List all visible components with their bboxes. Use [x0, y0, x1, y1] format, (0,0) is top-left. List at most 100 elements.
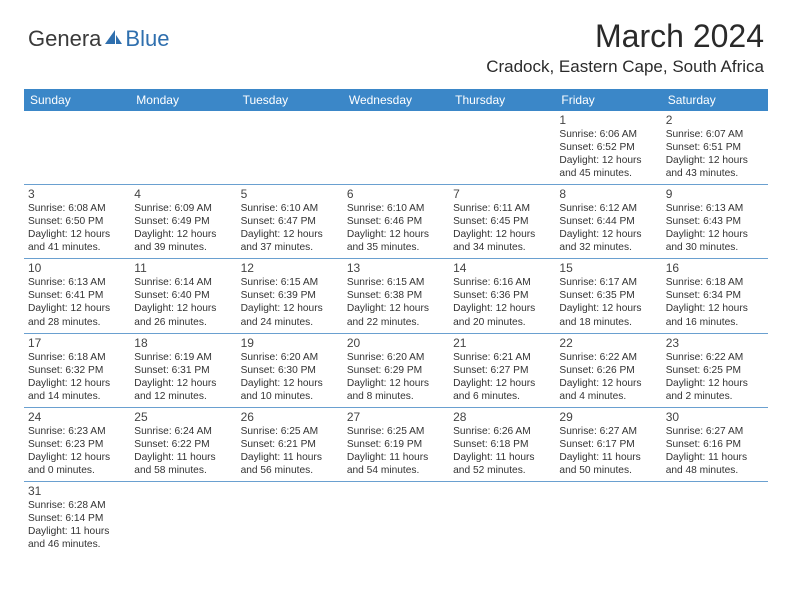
day-detail: Daylight: 12 hours — [134, 302, 232, 315]
day-detail: and 54 minutes. — [347, 464, 445, 477]
day-detail: Sunset: 6:21 PM — [241, 438, 339, 451]
title-block: March 2024 Cradock, Eastern Cape, South … — [486, 18, 764, 77]
day-detail: and 34 minutes. — [453, 241, 551, 254]
day-detail: Daylight: 12 hours — [559, 302, 657, 315]
day-number: 16 — [666, 261, 764, 275]
day-detail: Daylight: 12 hours — [666, 228, 764, 241]
day-detail: Sunset: 6:14 PM — [28, 512, 126, 525]
day-detail: Daylight: 11 hours — [241, 451, 339, 464]
day-detail: Sunset: 6:19 PM — [347, 438, 445, 451]
day-detail: Daylight: 11 hours — [134, 451, 232, 464]
day-detail: Daylight: 12 hours — [241, 302, 339, 315]
day-detail: and 6 minutes. — [453, 390, 551, 403]
day-number: 7 — [453, 187, 551, 201]
day-number: 8 — [559, 187, 657, 201]
day-detail: Sunset: 6:30 PM — [241, 364, 339, 377]
day-detail: Sunset: 6:36 PM — [453, 289, 551, 302]
day-detail: Daylight: 12 hours — [28, 377, 126, 390]
month-title: March 2024 — [486, 18, 764, 55]
day-header: Friday — [555, 89, 661, 111]
day-detail: Sunrise: 6:27 AM — [559, 425, 657, 438]
day-detail: Sunrise: 6:25 AM — [241, 425, 339, 438]
day-detail: Sunrise: 6:28 AM — [28, 499, 126, 512]
calendar-cell: 22Sunrise: 6:22 AMSunset: 6:26 PMDayligh… — [555, 333, 661, 407]
day-number: 14 — [453, 261, 551, 275]
day-number: 6 — [347, 187, 445, 201]
day-detail: Sunset: 6:26 PM — [559, 364, 657, 377]
day-detail: Sunset: 6:32 PM — [28, 364, 126, 377]
day-detail: Sunset: 6:34 PM — [666, 289, 764, 302]
day-detail: Sunrise: 6:23 AM — [28, 425, 126, 438]
calendar-cell: 23Sunrise: 6:22 AMSunset: 6:25 PMDayligh… — [662, 333, 768, 407]
calendar-cell: 4Sunrise: 6:09 AMSunset: 6:49 PMDaylight… — [130, 185, 236, 259]
calendar-cell: 11Sunrise: 6:14 AMSunset: 6:40 PMDayligh… — [130, 259, 236, 333]
day-detail: Sunrise: 6:22 AM — [559, 351, 657, 364]
day-detail: Sunrise: 6:17 AM — [559, 276, 657, 289]
day-header: Tuesday — [237, 89, 343, 111]
calendar-cell: 16Sunrise: 6:18 AMSunset: 6:34 PMDayligh… — [662, 259, 768, 333]
calendar-cell: 2Sunrise: 6:07 AMSunset: 6:51 PMDaylight… — [662, 111, 768, 185]
day-detail: and 37 minutes. — [241, 241, 339, 254]
calendar-cell — [555, 481, 661, 555]
calendar-cell: 25Sunrise: 6:24 AMSunset: 6:22 PMDayligh… — [130, 407, 236, 481]
day-detail: and 43 minutes. — [666, 167, 764, 180]
day-detail: Daylight: 12 hours — [347, 228, 445, 241]
calendar-cell — [130, 111, 236, 185]
day-detail: and 16 minutes. — [666, 316, 764, 329]
day-detail: and 35 minutes. — [347, 241, 445, 254]
day-detail: Daylight: 12 hours — [453, 228, 551, 241]
day-detail: Sunrise: 6:18 AM — [28, 351, 126, 364]
header: Genera Blue March 2024 Cradock, Eastern … — [0, 0, 792, 81]
day-detail: Daylight: 12 hours — [559, 228, 657, 241]
calendar-row: 31Sunrise: 6:28 AMSunset: 6:14 PMDayligh… — [24, 481, 768, 555]
day-number: 3 — [28, 187, 126, 201]
day-detail: Sunrise: 6:16 AM — [453, 276, 551, 289]
calendar-cell: 31Sunrise: 6:28 AMSunset: 6:14 PMDayligh… — [24, 481, 130, 555]
day-detail: and 39 minutes. — [134, 241, 232, 254]
day-number: 5 — [241, 187, 339, 201]
day-detail: Sunset: 6:31 PM — [134, 364, 232, 377]
day-detail: and 24 minutes. — [241, 316, 339, 329]
calendar-cell: 28Sunrise: 6:26 AMSunset: 6:18 PMDayligh… — [449, 407, 555, 481]
day-detail: Sunset: 6:17 PM — [559, 438, 657, 451]
calendar-row: 24Sunrise: 6:23 AMSunset: 6:23 PMDayligh… — [24, 407, 768, 481]
calendar-cell: 17Sunrise: 6:18 AMSunset: 6:32 PMDayligh… — [24, 333, 130, 407]
day-detail: and 45 minutes. — [559, 167, 657, 180]
day-detail: Daylight: 12 hours — [241, 377, 339, 390]
calendar-cell — [237, 481, 343, 555]
day-detail: Sunset: 6:16 PM — [666, 438, 764, 451]
calendar-cell: 30Sunrise: 6:27 AMSunset: 6:16 PMDayligh… — [662, 407, 768, 481]
day-detail: Sunrise: 6:10 AM — [347, 202, 445, 215]
day-number: 10 — [28, 261, 126, 275]
day-detail: and 26 minutes. — [134, 316, 232, 329]
day-number: 4 — [134, 187, 232, 201]
calendar-cell: 3Sunrise: 6:08 AMSunset: 6:50 PMDaylight… — [24, 185, 130, 259]
calendar-cell: 15Sunrise: 6:17 AMSunset: 6:35 PMDayligh… — [555, 259, 661, 333]
day-detail: Daylight: 12 hours — [347, 302, 445, 315]
day-detail: Daylight: 12 hours — [134, 377, 232, 390]
day-detail: Sunrise: 6:13 AM — [28, 276, 126, 289]
day-number: 22 — [559, 336, 657, 350]
logo-sail-icon — [103, 26, 123, 52]
day-detail: Sunrise: 6:27 AM — [666, 425, 764, 438]
day-detail: Sunset: 6:45 PM — [453, 215, 551, 228]
day-detail: Daylight: 12 hours — [28, 302, 126, 315]
day-detail: Sunrise: 6:11 AM — [453, 202, 551, 215]
calendar-cell: 18Sunrise: 6:19 AMSunset: 6:31 PMDayligh… — [130, 333, 236, 407]
day-detail: Sunset: 6:43 PM — [666, 215, 764, 228]
calendar-cell: 9Sunrise: 6:13 AMSunset: 6:43 PMDaylight… — [662, 185, 768, 259]
day-header: Sunday — [24, 89, 130, 111]
calendar-cell — [343, 111, 449, 185]
day-detail: and 46 minutes. — [28, 538, 126, 551]
day-number: 18 — [134, 336, 232, 350]
calendar-cell: 19Sunrise: 6:20 AMSunset: 6:30 PMDayligh… — [237, 333, 343, 407]
day-detail: Sunrise: 6:20 AM — [241, 351, 339, 364]
day-detail: Daylight: 12 hours — [666, 154, 764, 167]
day-detail: Sunset: 6:52 PM — [559, 141, 657, 154]
day-detail: Sunrise: 6:07 AM — [666, 128, 764, 141]
day-detail: Daylight: 12 hours — [134, 228, 232, 241]
day-detail: Daylight: 12 hours — [28, 451, 126, 464]
day-detail: Sunset: 6:23 PM — [28, 438, 126, 451]
logo-text-right: Blue — [125, 26, 169, 52]
day-number: 17 — [28, 336, 126, 350]
